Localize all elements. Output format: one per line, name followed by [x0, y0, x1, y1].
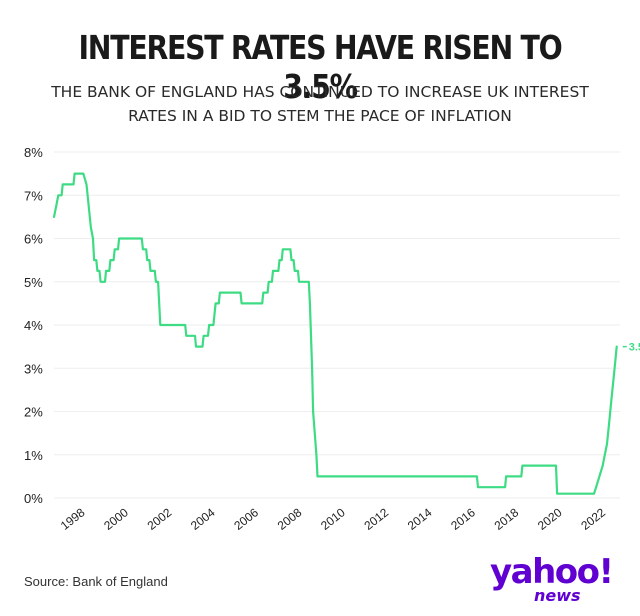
chart-title: INTEREST RATES HAVE RISEN TO 3.5% — [78, 28, 563, 106]
x-tick-label: 2006 — [231, 505, 261, 533]
y-tick-label: 2% — [24, 405, 43, 420]
x-tick-label: 2018 — [492, 505, 522, 533]
logo-subtext: news — [534, 586, 581, 605]
x-tick-label: 2010 — [318, 505, 348, 533]
y-tick-label: 7% — [24, 188, 43, 203]
chart-subtitle: THE BANK OF ENGLAND HAS CONTINUED TO INC… — [51, 83, 589, 125]
yahoo-news-logo: yahoo! news — [490, 552, 620, 606]
x-tick-label: 2014 — [405, 505, 435, 533]
y-tick-label: 1% — [24, 448, 43, 463]
y-tick-label: 6% — [24, 232, 43, 247]
x-tick-label: 2000 — [101, 505, 131, 533]
y-tick-label: 4% — [24, 318, 43, 333]
x-tick-label: 2002 — [145, 505, 175, 533]
x-tick-label: 2012 — [361, 505, 391, 533]
x-tick-label: 2004 — [188, 505, 218, 533]
series-line — [52, 172, 618, 495]
x-tick-label: 2008 — [275, 505, 305, 533]
grid-lines — [54, 151, 620, 499]
y-tick-label: 8% — [24, 145, 43, 160]
x-tick-label: 2020 — [535, 505, 565, 533]
logo-wordmark: yahoo! — [490, 552, 614, 592]
source-note: Source: Bank of England — [24, 574, 168, 589]
y-tick-label: 5% — [24, 275, 43, 290]
x-axis-ticks: 1998 2000 2002 2004 2006 2008 2010 2012 2014 2016… — [58, 505, 608, 533]
y-axis-ticks: 0% 1% 2% 3% 4% 5% 6% 7% 8% — [24, 145, 43, 506]
x-tick-label: 1998 — [58, 505, 88, 533]
x-tick-label: 2016 — [448, 505, 478, 533]
x-tick-label: 2022 — [578, 505, 608, 533]
y-tick-label: 3% — [24, 361, 43, 376]
series-group — [52, 172, 618, 495]
annotation-label: 3.5% — [629, 342, 640, 354]
y-tick-label: 0% — [24, 491, 43, 506]
annotation-group: 3.5% — [622, 342, 640, 354]
